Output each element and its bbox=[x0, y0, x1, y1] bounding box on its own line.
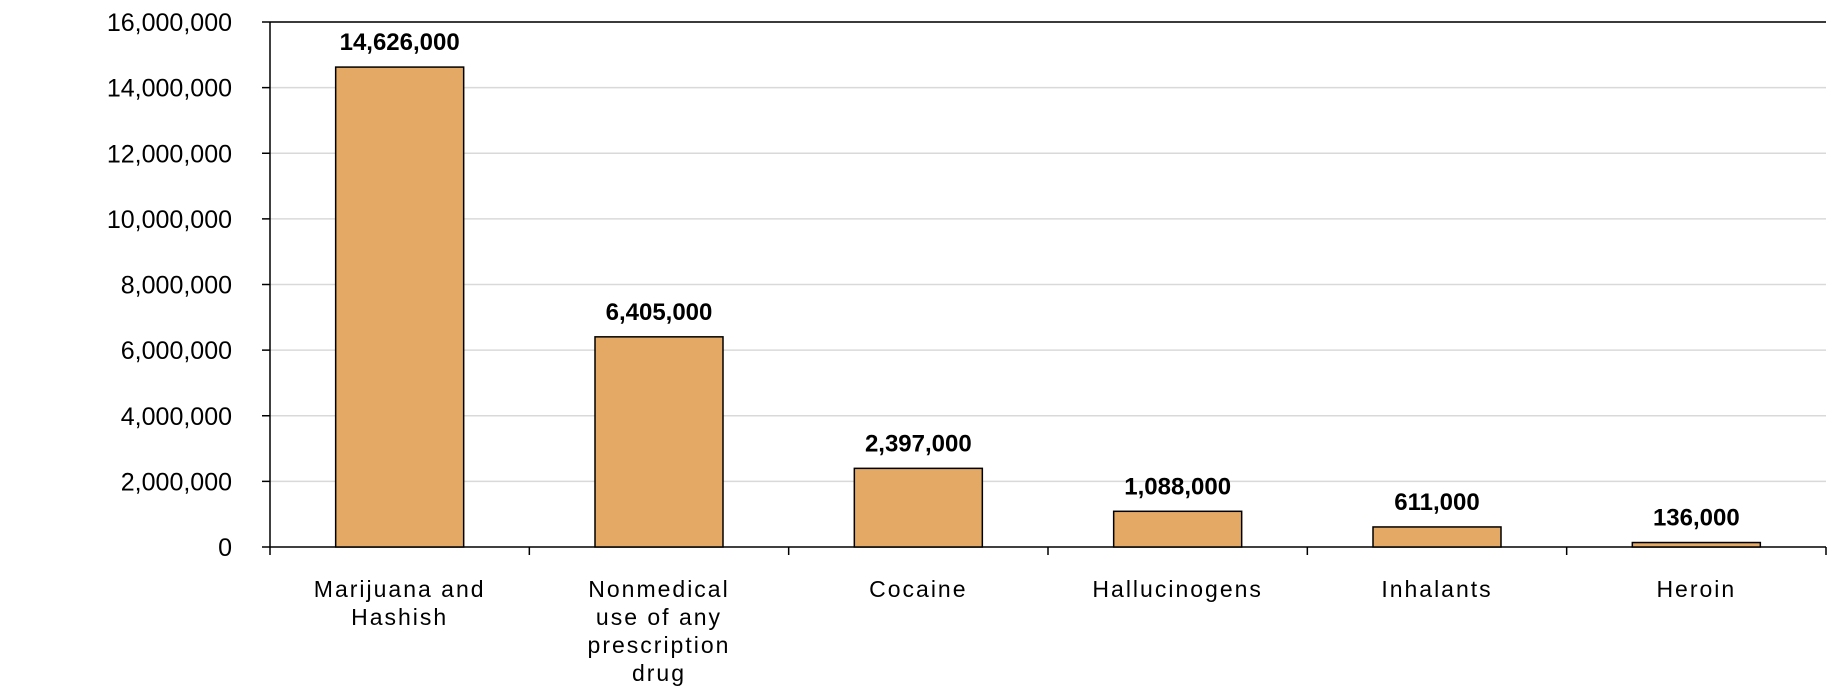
data-label: 6,405,000 bbox=[606, 299, 713, 326]
labels: 0 2,000,000 4,000,000 6,000,000 8,000,000 10,… bbox=[107, 9, 1740, 686]
x-category-label: Hallucinogens bbox=[1092, 576, 1262, 602]
data-label: 611,000 bbox=[1394, 489, 1479, 516]
y-tick-label: 4,000,000 bbox=[121, 403, 232, 431]
x-category-label: use of any bbox=[596, 604, 722, 630]
y-tick-label: 14,000,000 bbox=[107, 75, 232, 103]
y-tick-label: 12,000,000 bbox=[107, 140, 232, 168]
x-category-label: Marijuana and bbox=[314, 576, 486, 602]
y-tick-label: 10,000,000 bbox=[107, 206, 232, 234]
gridlines bbox=[270, 21, 1826, 483]
bar bbox=[1112, 510, 1243, 548]
x-category-label: Cocaine bbox=[869, 576, 967, 602]
x-category-label: Heroin bbox=[1656, 576, 1736, 602]
bar bbox=[594, 336, 724, 548]
y-tick-label: 2,000,000 bbox=[121, 468, 232, 496]
y-tick-label: 0 bbox=[218, 534, 232, 562]
bars bbox=[334, 66, 1762, 548]
data-label: 136,000 bbox=[1653, 505, 1740, 532]
data-label: 14,626,000 bbox=[340, 29, 460, 56]
data-label: 1,088,000 bbox=[1124, 473, 1231, 500]
bar bbox=[853, 467, 984, 548]
y-tick-label: 6,000,000 bbox=[121, 337, 232, 365]
bar bbox=[1631, 541, 1762, 548]
x-category-label: Inhalants bbox=[1381, 576, 1492, 602]
y-tick-label: 16,000,000 bbox=[107, 9, 232, 37]
x-category-label: Nonmedical bbox=[588, 576, 729, 602]
bar bbox=[1372, 526, 1502, 548]
y-tick-label: 8,000,000 bbox=[121, 272, 232, 300]
x-category-label: drug bbox=[632, 660, 686, 686]
axes bbox=[262, 21, 1827, 555]
x-category-label: prescription bbox=[588, 632, 731, 658]
x-category-label: Hashish bbox=[351, 604, 448, 630]
bar bbox=[334, 66, 465, 548]
data-label: 2,397,000 bbox=[865, 430, 972, 457]
